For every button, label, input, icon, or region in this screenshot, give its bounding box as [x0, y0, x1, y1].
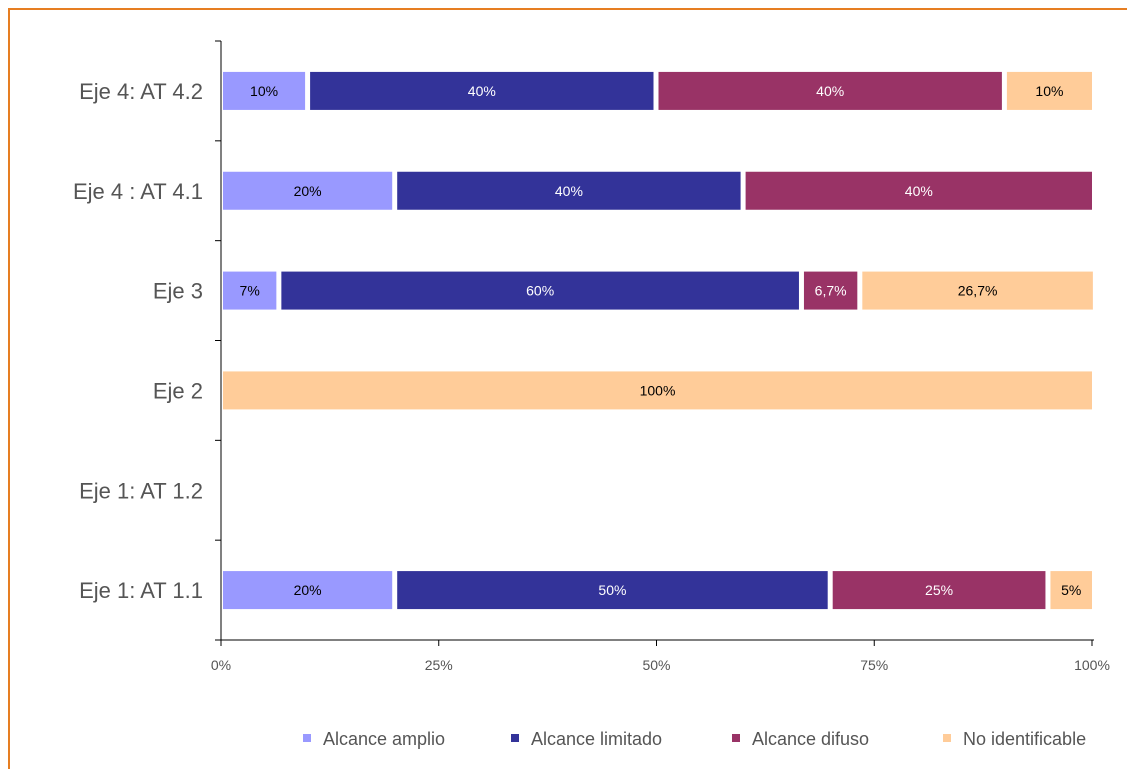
legend-label: Alcance limitado — [531, 729, 662, 749]
data-label: 40% — [816, 83, 844, 99]
bar-segment-alcance-limitado — [397, 571, 828, 610]
bar-segment-alcance-difuso — [658, 71, 1002, 110]
bar-segment-alcance-limitado — [310, 71, 654, 110]
x-tick-label: 25% — [425, 657, 453, 673]
bar-segment-alcance-limitado — [281, 271, 799, 310]
category-label: Eje 1: AT 1.2 — [79, 478, 203, 503]
data-label: 10% — [250, 83, 278, 99]
legend-swatch — [303, 734, 311, 742]
bar-segment-alcance-difuso — [803, 271, 858, 310]
data-label: 26,7% — [958, 283, 998, 299]
category-label: Eje 2 — [153, 378, 203, 403]
bar-segment-alcance-amplio — [223, 271, 277, 310]
bar-segment-alcance-amplio — [223, 571, 393, 610]
data-label: 40% — [555, 183, 583, 199]
bar-segment-no-identificable — [1006, 71, 1092, 110]
bar-segment-no-identificable — [1050, 571, 1092, 610]
legend-swatch — [511, 734, 519, 742]
category-label: Eje 4 : AT 4.1 — [73, 179, 203, 204]
data-label: 20% — [294, 183, 322, 199]
data-label: 50% — [598, 582, 626, 598]
data-label: 7% — [240, 283, 260, 299]
data-label: 40% — [905, 183, 933, 199]
bar-segment-no-identificable — [223, 371, 1092, 410]
x-tick-label: 100% — [1074, 657, 1110, 673]
bar-segment-no-identificable — [862, 271, 1093, 310]
data-label: 40% — [468, 83, 496, 99]
data-label: 6,7% — [815, 283, 847, 299]
category-label: Eje 4: AT 4.2 — [79, 79, 203, 104]
x-tick-label: 75% — [860, 657, 888, 673]
legend-label: Alcance amplio — [323, 729, 445, 749]
data-label: 20% — [294, 582, 322, 598]
legend-swatch — [732, 734, 740, 742]
data-label: 100% — [640, 382, 676, 398]
data-label: 5% — [1061, 582, 1081, 598]
data-label: 25% — [925, 582, 953, 598]
x-tick-label: 0% — [211, 657, 231, 673]
category-label: Eje 1: AT 1.1 — [79, 578, 203, 603]
bar-segment-alcance-difuso — [832, 571, 1046, 610]
data-label: 60% — [526, 283, 554, 299]
legend-label: No identificable — [963, 729, 1086, 749]
legend-label: Alcance difuso — [752, 729, 869, 749]
legend-swatch — [943, 734, 951, 742]
chart-frame — [8, 8, 1127, 769]
bar-segment-alcance-amplio — [223, 171, 393, 210]
bar-segment-alcance-limitado — [397, 171, 741, 210]
category-label: Eje 3 — [153, 279, 203, 304]
x-tick-label: 50% — [642, 657, 670, 673]
bar-segment-alcance-difuso — [745, 171, 1092, 210]
data-label: 10% — [1035, 83, 1063, 99]
bar-segment-alcance-amplio — [223, 71, 306, 110]
